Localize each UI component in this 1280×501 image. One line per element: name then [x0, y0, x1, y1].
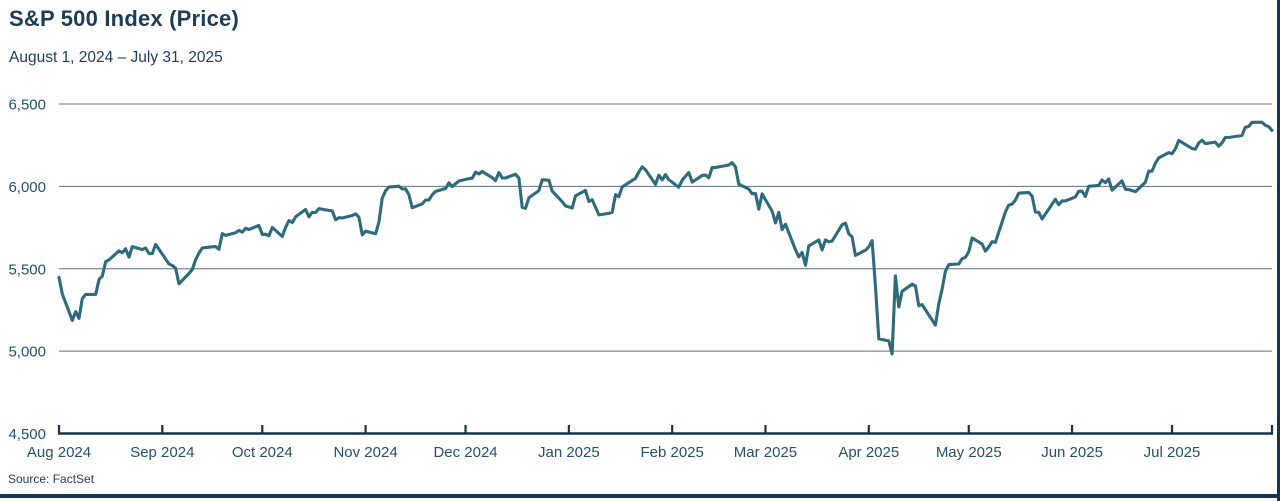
- bottom-border-divider: [0, 494, 1280, 498]
- x-axis-label: May 2025: [936, 444, 1002, 461]
- page-subtitle: August 1, 2024 – July 31, 2025: [9, 49, 223, 66]
- x-axis-label: Jun 2025: [1041, 444, 1103, 461]
- source-label: Source: FactSet: [8, 472, 95, 486]
- x-axis-label: Jul 2025: [1144, 444, 1201, 461]
- y-axis-label: 4,500: [8, 426, 46, 443]
- x-axis-label: Aug 2024: [27, 444, 91, 461]
- x-axis-label: Mar 2025: [734, 444, 797, 461]
- price-line: [57, 120, 1274, 356]
- x-axis-label: Nov 2024: [333, 444, 397, 461]
- x-axis-label: Apr 2025: [838, 444, 899, 461]
- x-axis-label: Dec 2024: [433, 444, 497, 461]
- y-axis-label: 5,000: [8, 344, 46, 361]
- y-axis-label: 5,500: [8, 261, 46, 278]
- page-title: S&P 500 Index (Price): [9, 6, 240, 31]
- x-axis-label: Feb 2025: [640, 444, 703, 461]
- y-axis-label: 6,000: [8, 179, 46, 196]
- x-axis-label: Sep 2024: [130, 444, 194, 461]
- x-axis-label: Jan 2025: [538, 444, 600, 461]
- y-axis-label: 6,500: [8, 97, 46, 114]
- x-axis-label: Oct 2024: [232, 444, 293, 461]
- right-border-divider: [1277, 0, 1280, 501]
